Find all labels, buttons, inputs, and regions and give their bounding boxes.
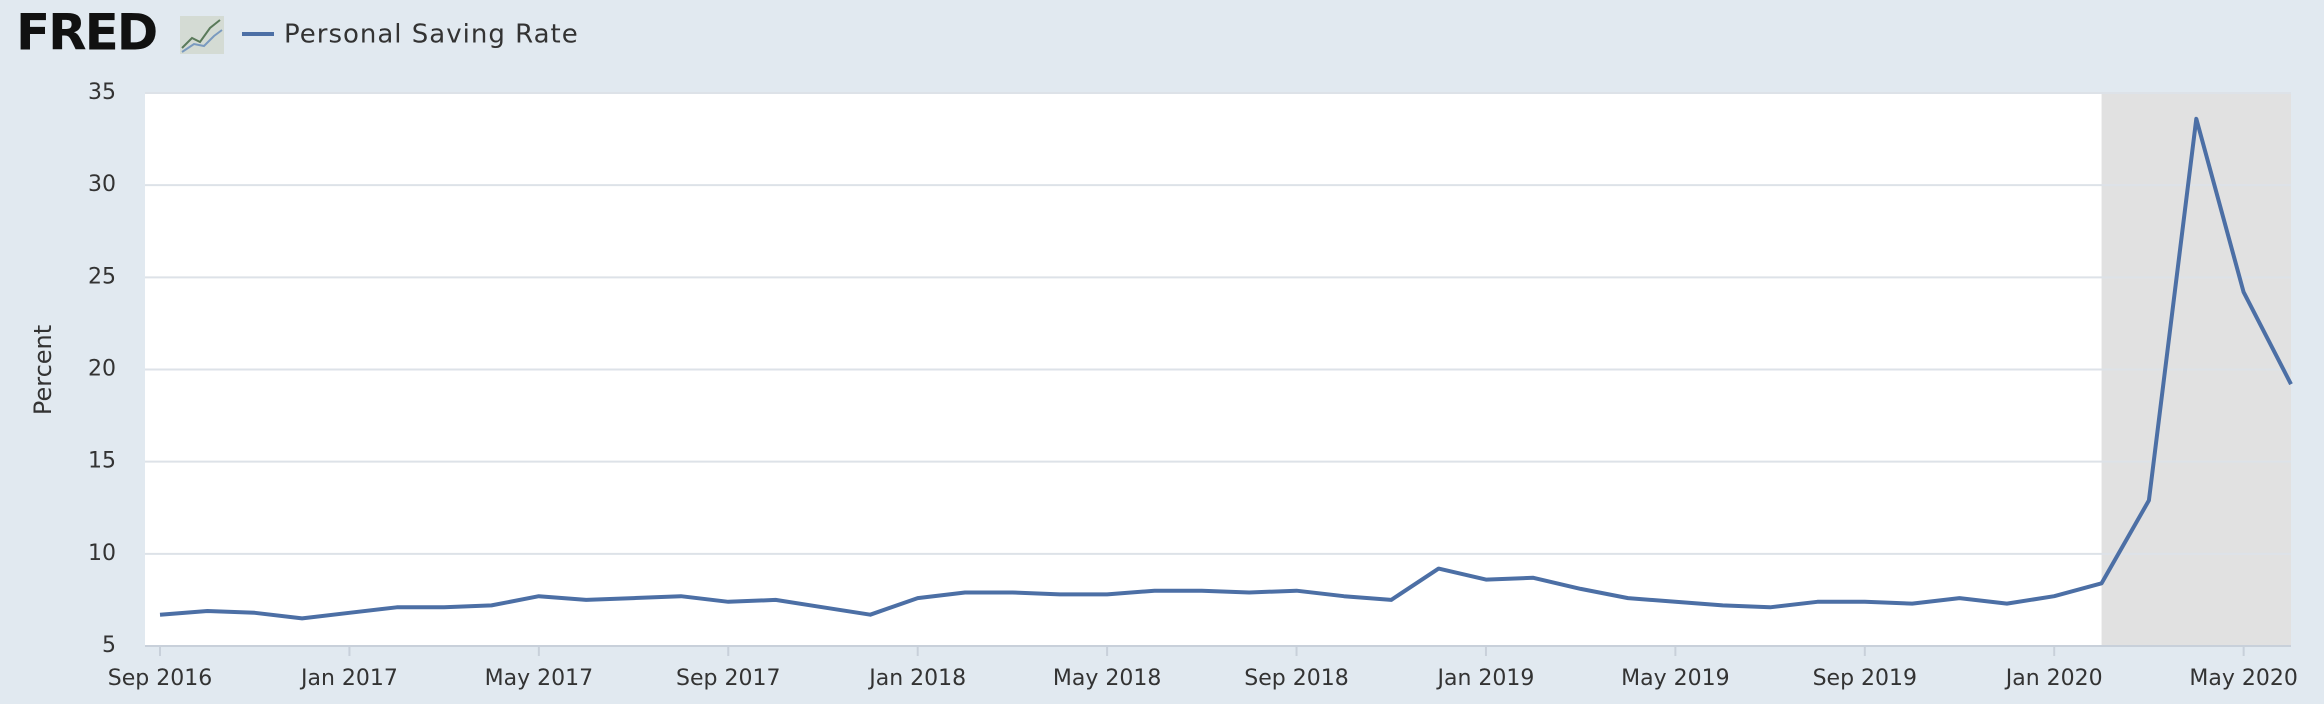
x-tick-label: May 2018 xyxy=(1053,666,1161,691)
x-tick-label: Jan 2020 xyxy=(2004,666,2103,691)
series-line xyxy=(159,116,2293,621)
y-tick-label: 5 xyxy=(102,633,116,658)
x-tick-label: Sep 2017 xyxy=(676,666,780,691)
logo: FRED xyxy=(16,4,156,62)
x-tick-label: May 2020 xyxy=(2189,666,2297,691)
x-tick-label: Jan 2019 xyxy=(1436,666,1535,691)
logo-icon xyxy=(180,16,224,54)
x-tick-label: Jan 2017 xyxy=(299,666,398,691)
y-tick-label: 10 xyxy=(88,541,116,566)
legend-label: Personal Saving Rate xyxy=(284,20,579,50)
x-tick-label: Jan 2018 xyxy=(867,666,966,691)
y-axis-label: Percent xyxy=(29,325,57,415)
y-tick-label: 25 xyxy=(88,264,116,289)
y-tick-label: 15 xyxy=(88,449,116,474)
x-tick-label: Sep 2018 xyxy=(1244,666,1348,691)
x-tick-label: Sep 2019 xyxy=(1813,666,1917,691)
x-tick-label: Sep 2016 xyxy=(108,666,212,691)
y-tick-label: 30 xyxy=(88,172,116,197)
x-tick-label: May 2019 xyxy=(1621,666,1729,691)
y-tick-label: 35 xyxy=(88,80,116,105)
x-tick-label: May 2017 xyxy=(485,666,593,691)
y-tick-label: 20 xyxy=(88,357,116,382)
